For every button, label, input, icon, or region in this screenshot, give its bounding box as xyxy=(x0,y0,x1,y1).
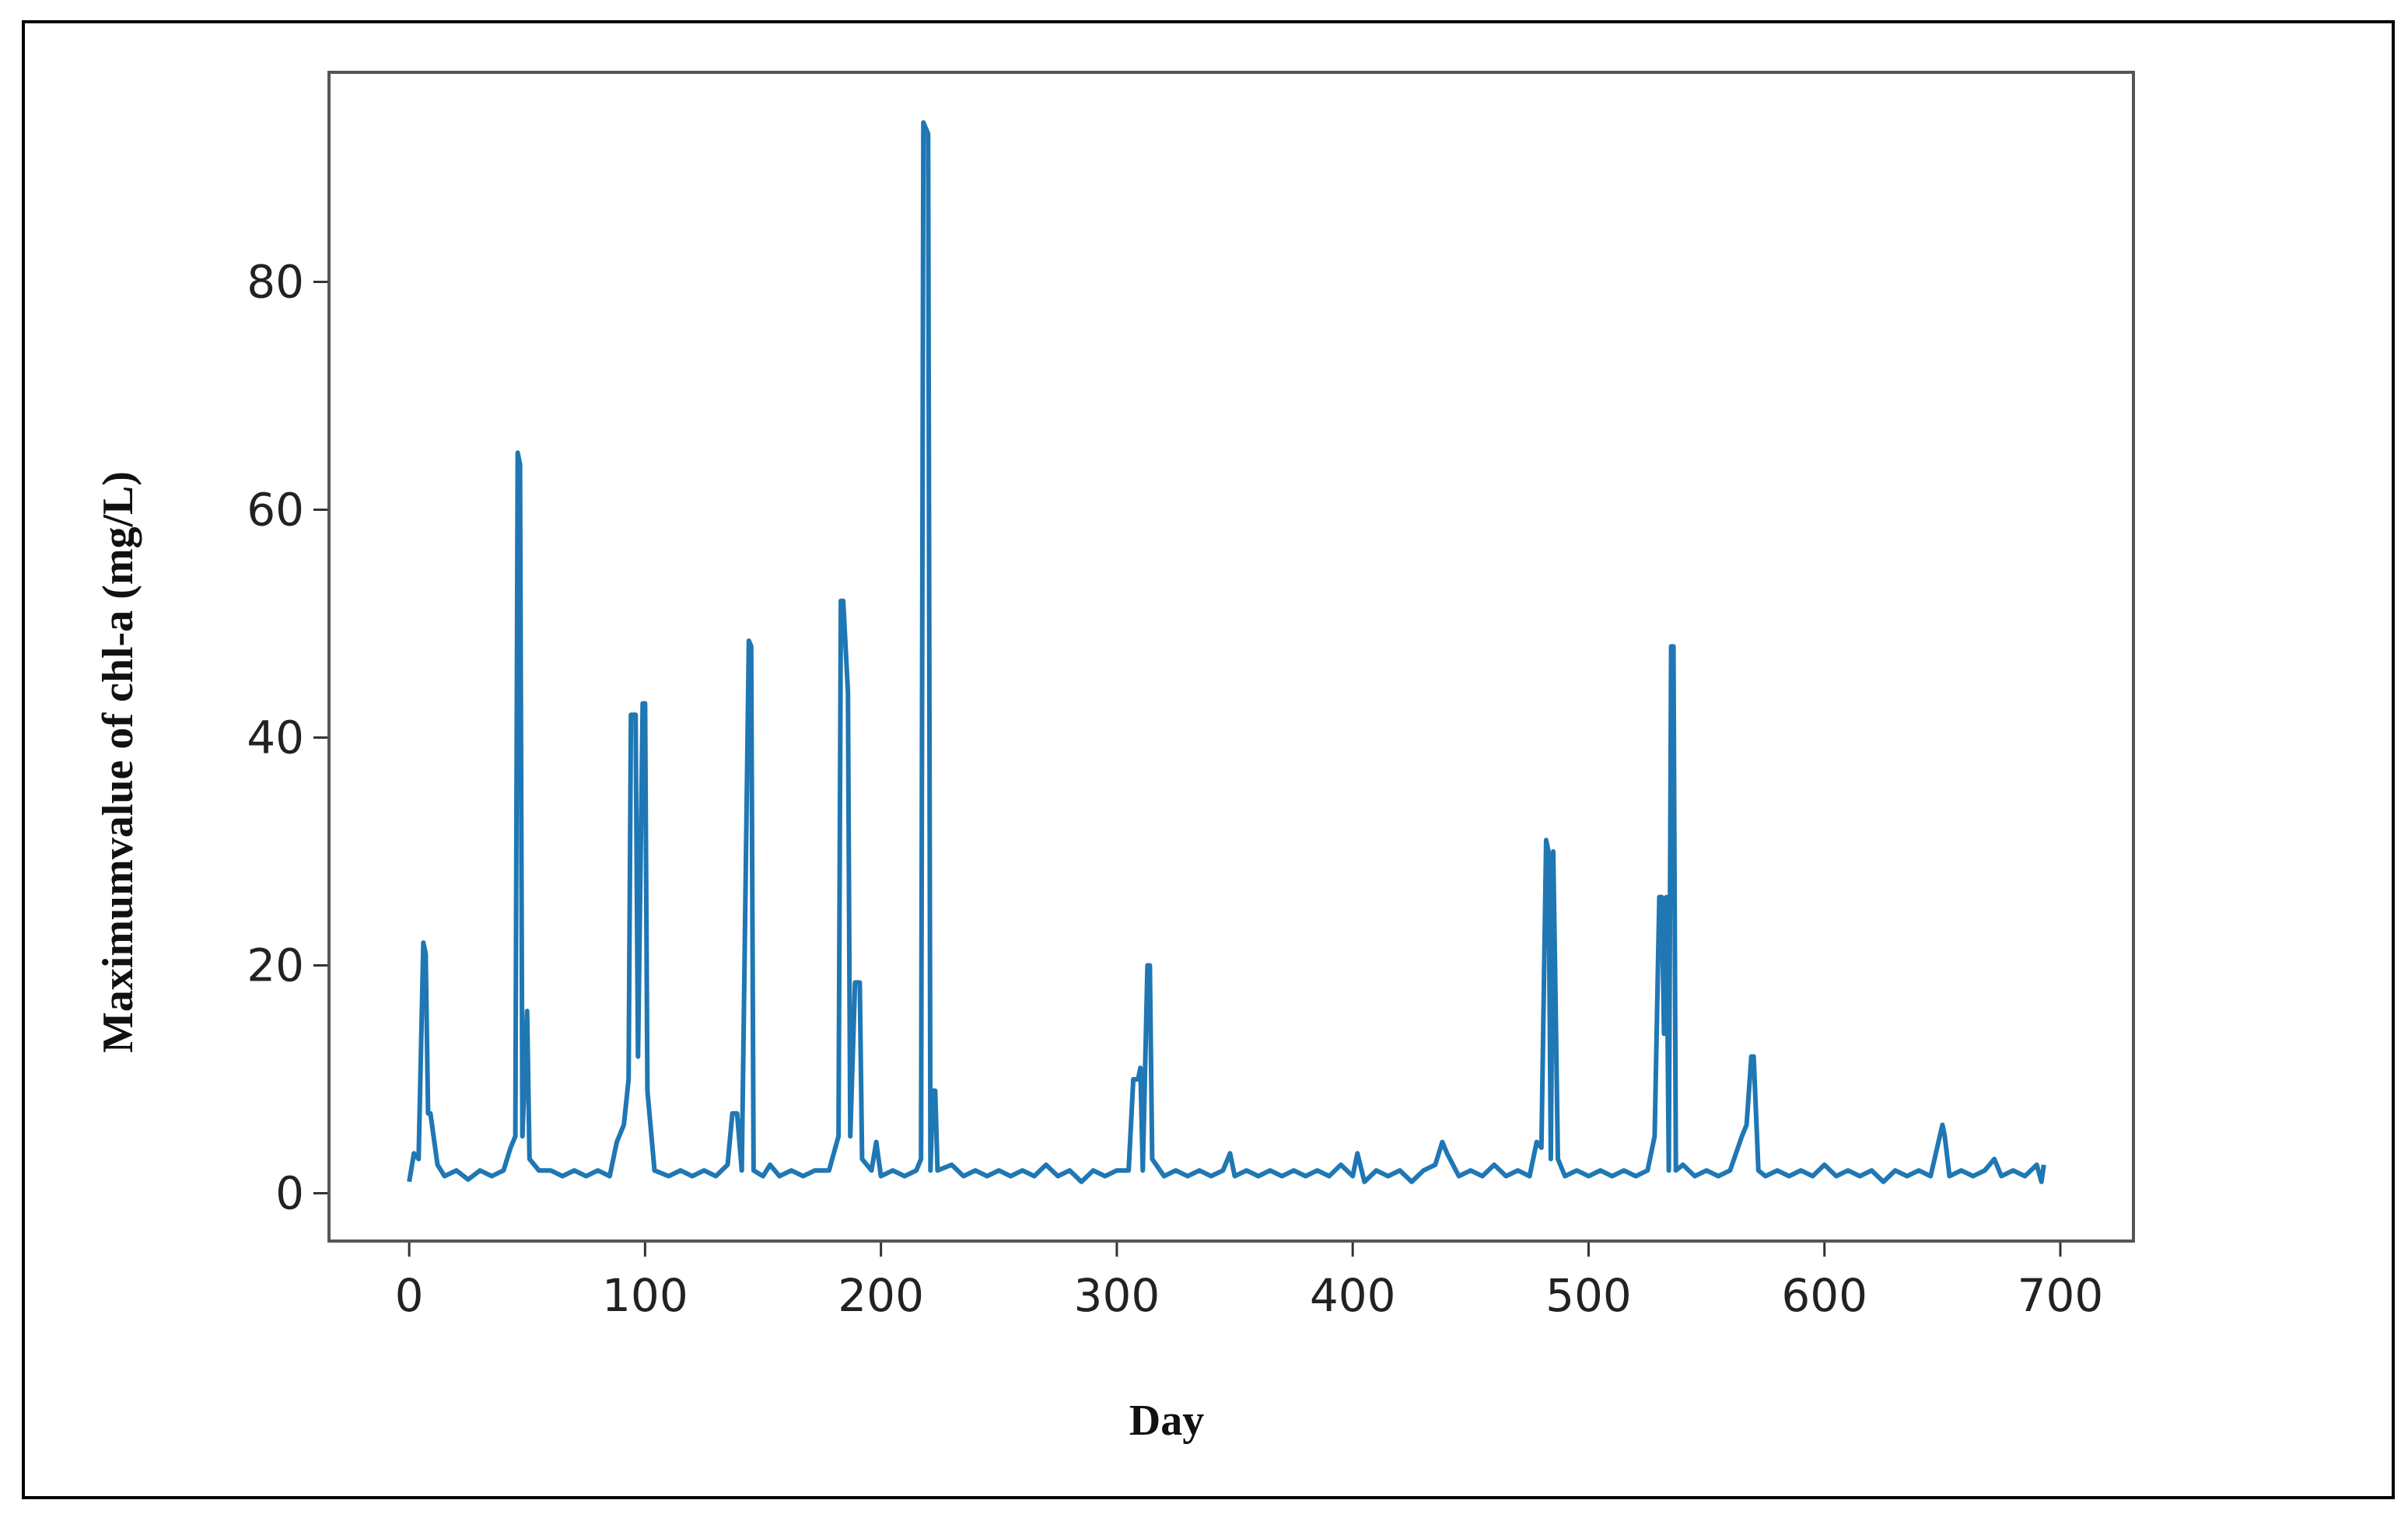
plot-frame xyxy=(327,71,2135,1243)
data-line xyxy=(407,120,2046,1184)
x-tick-label: 200 xyxy=(838,1269,924,1322)
x-tick-label: 500 xyxy=(1545,1269,1632,1322)
y-axis-label: Maximumvalue of chl-a (mg/L) xyxy=(94,471,142,1053)
y-tick-label: 80 xyxy=(247,256,304,309)
x-tick-label: 400 xyxy=(1310,1269,1396,1322)
x-tick-label: 700 xyxy=(2018,1269,2104,1322)
y-tick-label: 0 xyxy=(275,1166,304,1219)
x-tick-label: 0 xyxy=(395,1269,424,1322)
x-tick-label: 100 xyxy=(602,1269,688,1322)
outer-border xyxy=(22,20,2395,1499)
x-tick-label: 600 xyxy=(1781,1269,1867,1322)
x-axis-label: Day xyxy=(1129,1397,1204,1445)
y-tick-label: 40 xyxy=(247,712,304,764)
y-tick-label: 60 xyxy=(247,484,304,537)
x-tick-label: 300 xyxy=(1074,1269,1160,1322)
y-tick-label: 20 xyxy=(247,939,304,991)
